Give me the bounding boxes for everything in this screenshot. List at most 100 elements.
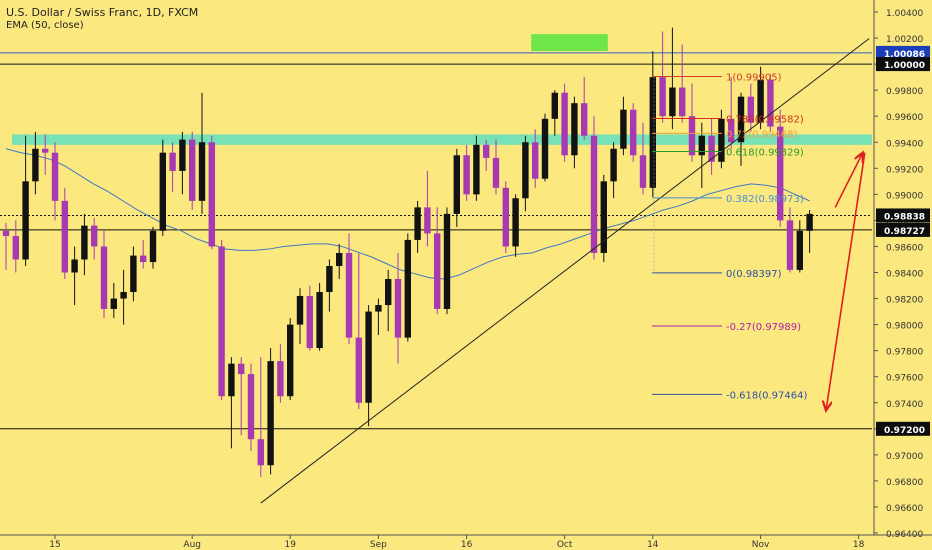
top-highlight-box [531, 34, 608, 52]
time-tick-label: 15 [49, 540, 60, 550]
time-tick-label: Sep [370, 540, 387, 550]
price-tick-label: 0.99200 [886, 165, 923, 175]
candle-body [296, 295, 304, 325]
candle-body [434, 233, 441, 309]
down-arrow [826, 152, 866, 411]
price-badge [876, 45, 930, 60]
candle-body [424, 207, 431, 234]
price-tick-label: 0.97400 [886, 400, 923, 410]
candle-body [228, 363, 235, 397]
price-tick-label: 0.99000 [886, 191, 923, 201]
candle-body [786, 220, 794, 270]
candle-body [414, 207, 421, 240]
candle-body [541, 118, 549, 179]
candle-body [610, 148, 617, 182]
candle-body [32, 148, 39, 182]
candle-body [747, 96, 754, 123]
candle-body [630, 109, 637, 156]
candle-body [218, 246, 225, 397]
candle-body [355, 337, 362, 403]
candle-body [198, 142, 206, 201]
candle-body [728, 118, 735, 143]
candle-body [365, 311, 372, 403]
candle-body [757, 79, 764, 123]
candle-body [110, 298, 117, 309]
candle-body [247, 374, 255, 440]
price-tick-label: 0.98600 [886, 243, 923, 253]
candle-body [404, 239, 411, 338]
time-tick-label: 19 [284, 540, 296, 550]
resistance-zone [12, 134, 872, 145]
fib-level-label: -0.27(0.97989) [726, 322, 801, 333]
price-badge-label: 0.98838 [884, 212, 925, 222]
candle-body [492, 157, 500, 188]
fib-level-label: 0.382(0.98973) [726, 194, 804, 205]
price-tick-label: 1.00200 [886, 35, 923, 45]
price-badge [876, 421, 930, 436]
candle-body [639, 155, 647, 188]
time-tick-label: 16 [461, 540, 473, 550]
candle-body [385, 279, 392, 306]
price-badge-label: 0.98727 [884, 227, 925, 237]
candle-body [806, 213, 813, 231]
candle-body [179, 139, 186, 171]
price-tick-label: 0.97000 [886, 452, 923, 462]
candle-body [336, 252, 343, 266]
candle-body [600, 181, 607, 253]
candle-body [767, 79, 774, 127]
candle-body [708, 135, 715, 162]
price-badge [876, 57, 930, 72]
candle-body [12, 236, 19, 260]
candle-body [463, 155, 470, 195]
candle-body [316, 292, 323, 349]
time-tick-label: Aug [183, 540, 201, 550]
candle-body [590, 135, 598, 253]
candle-body [169, 152, 176, 171]
candle-body [512, 198, 519, 247]
candle-body [287, 324, 294, 397]
candle-body [130, 255, 137, 293]
candle-body [483, 144, 490, 158]
candle-body [42, 148, 49, 153]
candle-body [649, 77, 656, 188]
candle-body [257, 439, 264, 466]
fib-level-label: 0.618(0.99329) [726, 147, 804, 158]
candle-body [306, 295, 313, 349]
candle-body [375, 305, 382, 312]
time-tick-label: Oct [557, 540, 573, 550]
price-tick-label: 0.97600 [886, 374, 923, 384]
candle-body [149, 230, 157, 263]
candle-body [277, 361, 284, 397]
fib-level-label: 1(0.99905) [726, 72, 782, 83]
candle-body [502, 187, 509, 247]
candle-body [140, 255, 147, 263]
candle-body [159, 152, 166, 231]
candle-body [189, 139, 196, 201]
candle-body [532, 142, 539, 179]
price-tick-label: 1.00400 [886, 9, 923, 19]
trendline [260, 38, 870, 504]
price-tick-label: 0.97800 [886, 348, 923, 358]
price-tick-label: 0.99400 [886, 139, 923, 149]
price-tick-label: 0.96800 [886, 478, 923, 488]
candle-body [267, 361, 274, 466]
candle-body [345, 252, 353, 338]
candle-body [688, 116, 696, 156]
price-tick-label: 0.98400 [886, 270, 923, 280]
price-badge-label: 0.97200 [884, 426, 925, 436]
candle-body [51, 152, 59, 201]
price-tick-label: 0.96600 [886, 504, 923, 514]
fib-level-label: -0.618(0.97464) [726, 390, 807, 401]
candle-body [453, 155, 460, 214]
price-tick-label: 0.99800 [886, 87, 923, 97]
price-tick-label: 0.99600 [886, 113, 923, 123]
price-axis [874, 0, 932, 550]
candle-body [522, 142, 529, 199]
candle-body [208, 142, 215, 247]
candle-body [796, 230, 803, 270]
candle-body [679, 87, 686, 117]
candle-body [620, 109, 627, 149]
candle-body [100, 246, 108, 309]
